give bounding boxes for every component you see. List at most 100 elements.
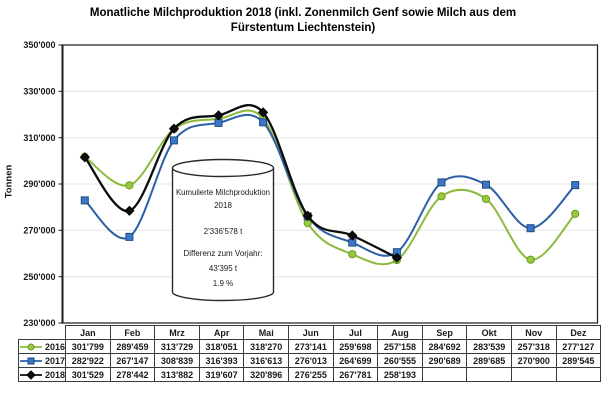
value-cell-2017-jul: 264'699: [332, 353, 379, 368]
month-header-nov: Nov: [510, 325, 557, 340]
series-2018-marker: [213, 110, 224, 121]
series-2017-marker: [482, 180, 490, 189]
value-cell-2016-jan: 301'799: [65, 339, 111, 354]
series-2017-marker: [571, 181, 580, 190]
month-header-sep: Sep: [421, 325, 468, 340]
month-header-jan: Jan: [65, 325, 111, 340]
series-2018-marker: [168, 123, 180, 134]
series-2016-marker: [526, 255, 535, 264]
value-cell-2018-aug: 258'193: [377, 367, 423, 382]
legend-cell-2017: 2017: [17, 353, 67, 368]
data-table: Jan Feb Mrz Apr Mai Jun Jul Aug Sep Okt Nov Dez 201…: [17, 325, 602, 382]
series-2017-marker: [125, 232, 134, 241]
month-header-apr: Apr: [198, 325, 245, 340]
series-2018-marker: [391, 252, 403, 263]
month-header-jul: Jul: [332, 325, 379, 340]
value-cell-2016-nov: 257'318: [510, 339, 557, 354]
value-cell-2017-mai: 316'613: [243, 353, 289, 368]
legend-label-2016: 2016: [45, 341, 66, 352]
legend-key-icon-2018: [20, 369, 42, 380]
y-tick-label: 330'000: [23, 87, 55, 97]
value-cell-2017-jan: 282'922: [65, 353, 111, 368]
value-cell-2017-okt: 289'685: [466, 353, 512, 368]
value-cell-2017-feb: 267'147: [109, 353, 156, 368]
value-cell-2016-jul: 259'698: [332, 339, 379, 354]
value-cell-2018-feb: 278'442: [109, 367, 156, 382]
month-header-aug: Aug: [377, 325, 423, 340]
value-cell-2016-mai: 318'270: [243, 339, 289, 354]
y-tick-label: 310'000: [23, 133, 55, 143]
annotation-title: Kumulierte Milchproduktion: [175, 188, 271, 197]
series-2016-line: [83, 109, 577, 266]
month-header-mrz: Mrz: [154, 325, 200, 340]
month-header-feb: Feb: [109, 325, 156, 340]
legend-key-icon-2017: [20, 357, 42, 364]
cumulative-production-annotation: Kumulierte Milchproduktion 2018 2'336'57…: [171, 158, 275, 304]
month-header-row: Jan Feb Mrz Apr Mai Jun Jul Aug Sep Okt Nov Dez: [19, 325, 602, 340]
series-2016-marker: [348, 250, 357, 259]
legend-cell-2018: 2018: [17, 367, 67, 382]
value-cell-2017-apr: 316'393: [198, 353, 245, 368]
value-cell-2017-jun: 276'013: [288, 353, 334, 368]
value-cell-2016-mrz: 313'729: [154, 339, 200, 354]
value-cell-2018-mai: 320'896: [243, 367, 289, 382]
value-cell-2017-mrz: 308'839: [154, 353, 200, 368]
series-2016-marker: [481, 194, 491, 204]
value-cell-2016-aug: 257'158: [377, 339, 423, 354]
chart-title: Monatliche Milchproduktion 2018 (inkl. Z…: [0, 6, 606, 36]
month-header-okt: Okt: [466, 325, 512, 340]
series-2018-marker: [257, 107, 269, 118]
y-tick-label: 230'000: [23, 318, 55, 328]
annotation-total: 2'336'578 t: [203, 227, 243, 236]
annotation-diff-value: 43'395 t: [208, 264, 238, 273]
value-cell-2016-feb: 289'459: [109, 339, 156, 354]
month-header-dez: Dez: [555, 325, 602, 340]
legend-cell-2016: 2016: [17, 339, 67, 354]
series-2018-marker: [124, 205, 135, 216]
series-2017-line: [83, 113, 577, 257]
legend-label-2018: 2018: [45, 369, 66, 380]
value-cell-2018-dez: [555, 367, 602, 382]
cylinder-icon: [171, 158, 275, 302]
legend-label-2017: 2017: [45, 355, 66, 366]
value-cell-2018-jul: 267'781: [332, 367, 379, 382]
value-cell-2018-nov: [510, 367, 557, 382]
annotation-diff-percent: 1.9 %: [212, 279, 234, 288]
value-cell-2017-sep: 290'689: [421, 353, 468, 368]
value-cell-2018-okt: [466, 367, 512, 382]
table-row-2017: 2017 282'922 267'147 308'839 316'393 316'613 2…: [17, 353, 602, 368]
value-cell-2017-nov: 270'900: [510, 353, 557, 368]
series-2016-marker: [437, 192, 446, 201]
value-cell-2016-sep: 284'692: [421, 339, 468, 354]
value-cell-2018-jan: 301'529: [65, 367, 111, 382]
value-cell-2018-sep: [421, 367, 468, 382]
y-tick-label: 250'000: [23, 272, 55, 282]
series-2018-marker: [347, 230, 358, 241]
chart-title-line1: Monatliche Milchproduktion 2018 (inkl. Z…: [89, 7, 517, 19]
table-corner-cell: [19, 326, 66, 340]
series-2016-marker: [571, 209, 580, 218]
table-row-2018: 2018 301'529 278'442 313'882 319'607 320'896 2…: [17, 367, 602, 382]
series-2016-marker: [125, 181, 134, 190]
value-cell-2016-dez: 277'127: [555, 339, 602, 354]
month-header-jun: Jun: [288, 325, 334, 340]
y-tick-label: 290'000: [23, 179, 55, 189]
value-cell-2017-dez: 289'545: [555, 353, 602, 368]
value-cell-2018-jun: 276'255: [288, 367, 334, 382]
y-tick-label: 270'000: [23, 226, 55, 236]
month-header-mai: Mai: [243, 325, 289, 340]
table-row-2016: 2016 301'799 289'459 313'729 318'051 318'270 2…: [17, 339, 602, 354]
series-2017-marker: [80, 196, 89, 205]
series-2018-marker: [302, 210, 313, 221]
series-2017-marker: [437, 178, 446, 187]
value-cell-2016-okt: 283'539: [466, 339, 512, 354]
series-2017-marker: [526, 224, 535, 233]
value-cell-2016-jun: 273'141: [288, 339, 334, 354]
y-tick-label: 350'000: [23, 40, 55, 50]
annotation-diff-label: Differenz zum Vorjahr:: [183, 249, 263, 258]
chart-title-line2: Fürstentum Liechtenstein): [230, 22, 376, 34]
value-cell-2018-mrz: 313'882: [154, 367, 200, 382]
series-2018-marker: [79, 152, 90, 163]
